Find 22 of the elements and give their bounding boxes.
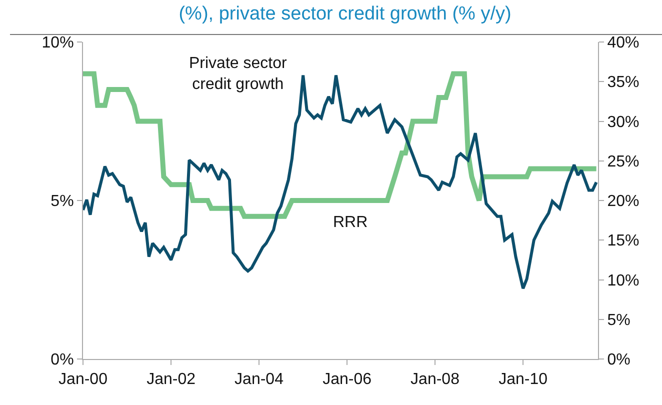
y2-tick-label: 5% (607, 312, 630, 329)
y-tick-label: 5% (50, 193, 74, 210)
chart-title: (%), private sector credit growth (% y/y) (178, 3, 512, 24)
y2-tick-label: 20% (607, 193, 640, 210)
x-tick-label: Jan-02 (146, 371, 196, 388)
y2-tick-label: 40% (607, 34, 640, 52)
series-label: RRR (333, 214, 368, 231)
x-tick-label: Jan-06 (322, 371, 372, 388)
y-tick-label: 10% (42, 34, 74, 52)
line-series (83, 74, 598, 290)
y2-tick-label: 35% (607, 74, 640, 92)
series-label: Private sector credit growth (189, 55, 288, 93)
y2-tick-label: 15% (607, 232, 640, 250)
y2-tick-label: 10% (607, 272, 640, 290)
y-tick-label: 0% (50, 352, 74, 369)
x-tick-label: Jan-08 (410, 371, 460, 388)
y2-tick-label: 25% (607, 153, 640, 170)
x-tick-label: Jan-04 (234, 371, 284, 388)
y2-tick-label: 0% (607, 352, 630, 369)
x-tick-label: Jan-00 (58, 371, 108, 388)
y2-tick-label: 30% (607, 114, 640, 131)
x-tick-label: Jan-10 (498, 371, 548, 388)
